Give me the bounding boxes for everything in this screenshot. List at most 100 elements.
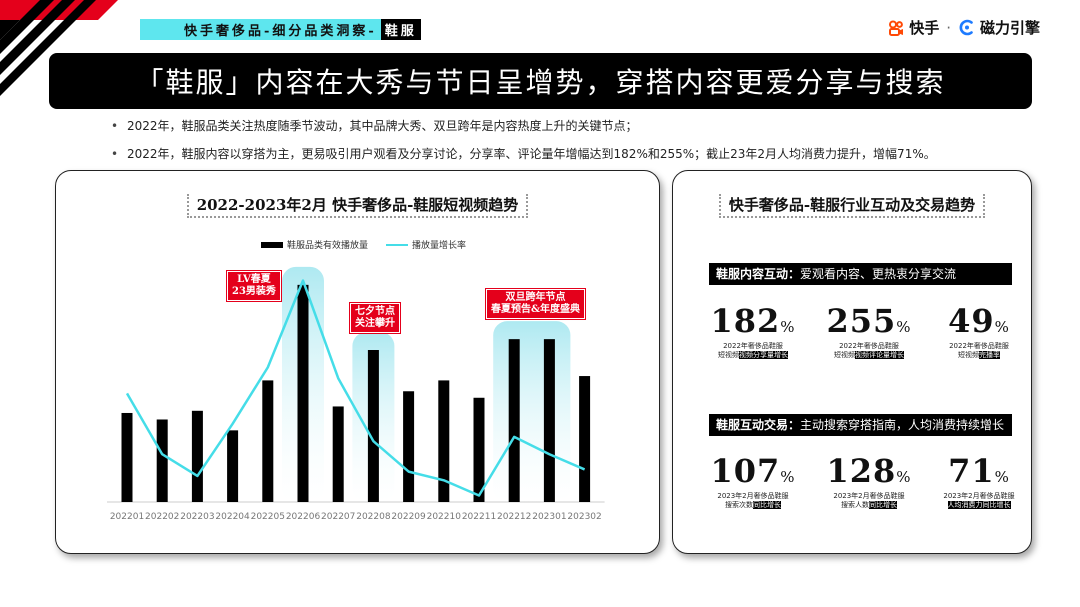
trend-chart: 202201 202202 202203 202204 202205 202206 2022…	[107, 266, 605, 522]
corner-stripe	[0, 20, 20, 40]
stats-card-title-text: 快手奢侈品-鞋服行业互动及交易趋势	[718, 194, 986, 218]
bar-mark	[227, 430, 239, 502]
bar-mark	[579, 376, 591, 502]
section-sub: 主动搜索穿搭指南，人均消费持续增长	[800, 418, 1005, 432]
stat-unit: %	[994, 468, 1010, 486]
stat-desc-line: 搜索次数	[725, 501, 753, 509]
brand-separator: ·	[946, 18, 951, 37]
stat-desc: 2023年2月奢侈品鞋服 人均消费力同比增长	[929, 492, 1029, 510]
stat-unit: %	[994, 318, 1010, 336]
corner-stripe	[0, 0, 96, 96]
stat-unit: %	[896, 318, 912, 336]
stat-desc-highlight: 视频分享量增长	[739, 351, 788, 359]
stat-unit: %	[780, 318, 796, 336]
brand-cili-label: 磁力引擎	[979, 19, 1040, 37]
trend-chart-card: 2022-2023年2月 快手奢侈品-鞋服短视频趋势 鞋服品类有效播放量 播放量…	[55, 170, 660, 554]
kuaishou-logo-icon	[889, 20, 904, 36]
x-tick-label: 202205	[251, 512, 285, 522]
stat-desc-highlight: 人均消费力同比增长	[947, 501, 1011, 509]
stat-desc-highlight: 完播率	[979, 351, 1000, 359]
callout-qixi: 七夕节点 关注攀升	[349, 302, 401, 334]
stat-desc-line: 2023年2月奢侈品鞋服	[833, 492, 905, 500]
legend-line-swatch	[386, 243, 409, 246]
stat-search-count: 107% 2023年2月奢侈品鞋服 搜索次数同比增长	[703, 454, 803, 510]
stats-card-title: 快手奢侈品-鞋服行业互动及交易趋势	[673, 194, 1031, 218]
stat-share-growth: 182% 2022年奢侈品鞋服 短视频视频分享量增长	[703, 304, 803, 360]
stat-completion-rate: 49% 2022年奢侈品鞋服 短视频完播率	[929, 304, 1029, 360]
bullet-item: 2022年，鞋服品类关注热度随季节波动，其中品牌大秀、双旦跨年是内容热度上升的关…	[111, 116, 936, 144]
chart-legend: 鞋服品类有效播放量 播放量增长率	[261, 238, 466, 251]
callout-lv-show: LV春夏 23男装秀	[226, 270, 282, 302]
bar-mark	[156, 419, 168, 502]
bar-mark	[508, 339, 520, 502]
x-tick-label: 202209	[391, 512, 426, 522]
x-tick-label: 202204	[215, 512, 250, 522]
stat-desc: 2023年2月奢侈品鞋服 搜索人数同比增长	[819, 492, 919, 510]
x-tick-label: 202202	[145, 512, 179, 522]
stat-desc-highlight: 视频评论量增长	[855, 351, 904, 359]
stat-desc-line: 2022年奢侈品鞋服	[949, 342, 1009, 350]
bar-mark	[367, 350, 379, 502]
x-tick-label: 202208	[356, 512, 391, 522]
x-tick-label: 202301	[532, 512, 566, 522]
stat-comment-growth: 255% 2022年奢侈品鞋服 短视频视频评论量增长	[819, 304, 919, 360]
page-headline: 「鞋服」内容在大秀与节日呈增势，穿搭内容更爱分享与搜索	[49, 53, 1032, 109]
section-content-interaction: 鞋服内容互动：爱观看内容、更热衷分享交流	[709, 263, 1012, 285]
bar-mark	[473, 397, 485, 502]
stat-search-users: 128% 2023年2月奢侈品鞋服 搜索人数同比增长	[819, 454, 919, 510]
stat-desc-line: 短视频	[718, 351, 739, 359]
stat-unit: %	[896, 468, 912, 486]
x-tick-label: 202212	[497, 512, 531, 522]
stat-value: 49	[948, 302, 995, 340]
stat-value: 182	[710, 302, 781, 340]
chart-title-text: 2022-2023年2月 快手奢侈品-鞋服短视频趋势	[186, 194, 529, 218]
bar-mark	[262, 380, 274, 502]
summary-bullets: 2022年，鞋服品类关注热度随季节波动，其中品牌大秀、双旦跨年是内容热度上升的关…	[111, 116, 936, 172]
x-tick-label: 202302	[567, 512, 601, 522]
callout-new-year: 双旦跨年节点 春夏预告&年度盛典	[484, 288, 587, 320]
breadcrumb: 快手奢侈品-细分品类洞察- 鞋服	[140, 19, 421, 40]
brand-logos: 快手 · 磁力引擎	[888, 17, 1040, 38]
brand-kuaishou-label: 快手	[909, 19, 940, 37]
legend-item-bar: 鞋服品类有效播放量	[261, 238, 368, 251]
stat-desc-line: 2022年奢侈品鞋服	[723, 342, 783, 350]
stat-value: 107	[710, 452, 781, 490]
stat-desc-line: 短视频	[834, 351, 855, 359]
stat-desc-line: 短视频	[958, 351, 979, 359]
stat-unit: %	[780, 468, 796, 486]
stat-spending-power: 71% 2023年2月奢侈品鞋服 人均消费力同比增长	[929, 454, 1029, 510]
breadcrumb-path: 快手奢侈品-细分品类洞察-	[140, 19, 381, 40]
stat-value: 255	[826, 302, 897, 340]
corner-stripes-decoration	[0, 0, 118, 96]
bar-mark	[332, 406, 344, 502]
x-tick-label: 202203	[180, 512, 214, 522]
breadcrumb-current: 鞋服	[380, 19, 421, 40]
chart-title: 2022-2023年2月 快手奢侈品-鞋服短视频趋势	[56, 194, 659, 218]
bar-mark	[191, 410, 203, 502]
bar-mark	[403, 391, 415, 502]
legend-bar-swatch	[261, 241, 283, 248]
section-trade-interaction: 鞋服互动交易：主动搜索穿搭指南，人均消费持续增长	[709, 414, 1012, 436]
x-tick-label: 202210	[427, 512, 462, 522]
x-tick-label: 202211	[462, 512, 496, 522]
bar-mark	[438, 380, 450, 502]
stat-desc-line: 2023年2月奢侈品鞋服	[717, 492, 789, 500]
stat-value: 128	[826, 452, 897, 490]
stat-desc-line: 2022年奢侈品鞋服	[839, 342, 899, 350]
stat-desc-highlight: 同比增长	[869, 501, 897, 509]
bar-mark	[297, 284, 309, 502]
corner-stripe	[0, 0, 54, 54]
stat-desc-highlight: 同比增长	[753, 501, 781, 509]
x-tick-label: 202207	[321, 512, 355, 522]
bar-mark	[543, 339, 555, 502]
growth-rate-line	[125, 279, 586, 497]
x-tick-label: 202206	[286, 512, 321, 522]
stat-desc: 2022年奢侈品鞋服 短视频视频分享量增长	[703, 342, 803, 360]
x-tick-label: 202201	[110, 512, 144, 522]
highlight-band	[493, 321, 571, 502]
bar-mark	[121, 412, 133, 502]
section-label: 鞋服互动交易：	[716, 418, 801, 432]
stat-value: 71	[948, 452, 995, 490]
cili-engine-logo-icon	[959, 19, 973, 36]
bullet-item: 2022年，鞋服内容以穿搭为主，更易吸引用户观看及分享讨论，分享率、评论量年增幅…	[111, 144, 936, 172]
